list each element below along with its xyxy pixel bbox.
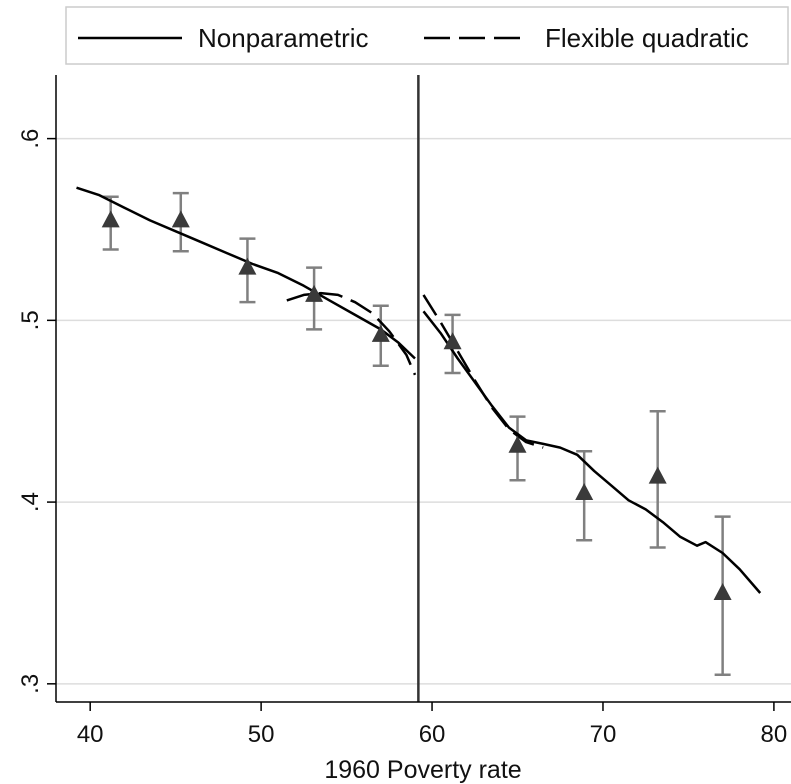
marker-5 — [443, 332, 462, 350]
marker-3 — [305, 284, 324, 302]
legend-label-nonparametric: Nonparametric — [198, 23, 369, 53]
marker-8 — [648, 466, 667, 484]
y-tick-label-3: .6 — [17, 129, 44, 149]
x-tick-label-4: 80 — [761, 721, 788, 748]
marker-0 — [101, 210, 120, 228]
y-tick-label-1: .4 — [17, 492, 44, 512]
y-tick-label-2: .5 — [17, 310, 44, 330]
marker-7 — [575, 483, 594, 500]
x-tick-label-1: 50 — [248, 721, 275, 748]
line-flexible-quadratic-right — [422, 294, 544, 449]
x-tick-label-0: 40 — [77, 721, 104, 748]
marker-6 — [508, 435, 527, 453]
gridlines — [56, 137, 791, 685]
markers — [101, 210, 732, 600]
marker-1 — [171, 210, 190, 228]
legend-label-flexible-quadratic: Flexible quadratic — [545, 23, 749, 53]
x-tick-label-2: 60 — [419, 721, 446, 748]
line-nonparametric-left — [76, 186, 416, 360]
x-axis-title: 1960 Poverty rate — [324, 756, 521, 784]
marker-9 — [713, 583, 732, 600]
x-tick-label-3: 70 — [590, 721, 617, 748]
marker-4 — [371, 324, 390, 342]
y-tick-label-0: .3 — [17, 674, 44, 694]
legend: Nonparametric Flexible quadratic — [65, 6, 789, 65]
legend-frame — [65, 6, 789, 65]
ticks: 40 50 60 70 80 .3 .4 .5 .6 — [17, 129, 787, 748]
marker-2 — [238, 257, 257, 275]
axes — [55, 75, 791, 703]
